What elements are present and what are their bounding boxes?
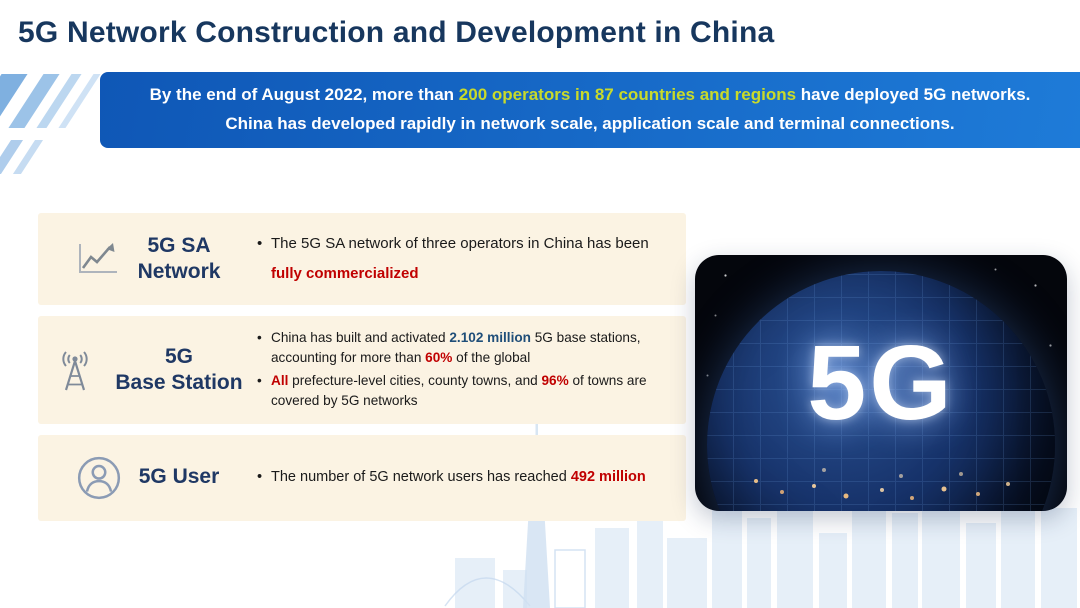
bullet-text-emphasis-red: fully commercialized bbox=[271, 265, 419, 282]
row-label-line1: 5G SA bbox=[147, 233, 211, 257]
5g-globe-image: 5G bbox=[695, 255, 1067, 511]
page-title: 5G Network Construction and Development … bbox=[18, 16, 775, 49]
bullet-text: The number of 5G network users has reach… bbox=[271, 468, 571, 485]
banner-text-highlight: 200 operators in 87 countries and region… bbox=[458, 85, 797, 105]
bullet-text-emphasis-red: 96% bbox=[541, 372, 569, 388]
5g-label: 5G bbox=[807, 323, 955, 442]
row-body: The number of 5G network users has reach… bbox=[252, 455, 686, 501]
row-label: 5G SA Network bbox=[138, 233, 221, 286]
bullet-item: China has built and activated 2.102 mill… bbox=[256, 328, 670, 369]
bullet-item: The number of 5G network users has reach… bbox=[256, 467, 670, 489]
base-station-icon bbox=[47, 346, 103, 394]
row-5g-base-station: 5G Base Station China has built and acti… bbox=[38, 316, 686, 424]
row-label-line2: Network bbox=[137, 260, 221, 283]
row-5g-sa-network: 5G SA Network The 5G SA network of three… bbox=[38, 213, 686, 305]
bullet-text: prefecture-level cities, county towns, a… bbox=[288, 372, 542, 388]
summary-banner: By the end of August 2022, more than 200… bbox=[100, 72, 1080, 148]
row-5g-user: 5G User The number of 5G network users h… bbox=[38, 434, 686, 521]
row-label: 5G Base Station bbox=[115, 344, 242, 397]
row-label: 5G User bbox=[139, 464, 220, 490]
row-label-line1: 5G bbox=[164, 344, 193, 368]
user-icon bbox=[71, 454, 127, 502]
info-rows: 5G SA Network The 5G SA network of three… bbox=[38, 213, 686, 521]
row-label-line1: 5G User bbox=[138, 465, 220, 489]
bullet-item: All prefecture-level cities, county town… bbox=[256, 371, 670, 412]
bullet-text-emphasis-red: 60% bbox=[425, 350, 453, 366]
row-header: 5G User bbox=[38, 454, 252, 502]
line-chart-icon bbox=[70, 238, 126, 280]
bullet-text: of the global bbox=[452, 350, 531, 366]
summary-banner-text: By the end of August 2022, more than 200… bbox=[136, 81, 1044, 139]
bullet-text: of towns are covered by 5G networks bbox=[271, 372, 647, 409]
bullet-text: China has built and activated bbox=[271, 330, 450, 345]
bullet-text-emphasis-red: All bbox=[271, 372, 289, 388]
row-body: China has built and activated 2.102 mill… bbox=[252, 316, 686, 424]
bullet-text-emphasis-blue: 2.102 million bbox=[449, 330, 531, 345]
banner-text-post: have deployed 5G networks. China has dev… bbox=[225, 85, 1031, 133]
banner-text-pre: By the end of August 2022, more than bbox=[149, 85, 459, 105]
bullet-text: 5G base stations, accounting for more th… bbox=[271, 330, 641, 366]
row-header: 5G Base Station bbox=[38, 344, 252, 397]
bullet-text-emphasis-red: 492 million bbox=[570, 468, 646, 485]
row-body: The 5G SA network of three operators in … bbox=[252, 217, 686, 301]
bullet-item: The 5G SA network of three operators in … bbox=[256, 229, 670, 289]
row-header: 5G SA Network bbox=[38, 233, 252, 286]
bullet-text: The 5G SA network of three operators in … bbox=[271, 235, 649, 252]
row-label-line2: Base Station bbox=[115, 370, 243, 394]
